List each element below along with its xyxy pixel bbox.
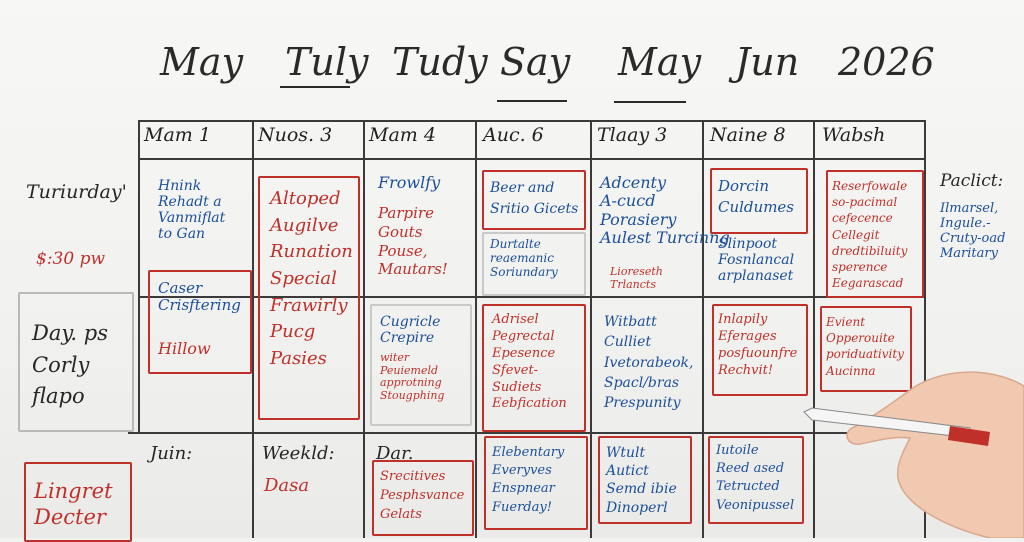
cell-note: Adcenty A-cucd Porasiery Aulest Turcinng <box>600 173 730 248</box>
grid-line-header <box>138 158 924 160</box>
note-box <box>372 460 474 536</box>
note-box <box>148 270 252 374</box>
grid-line-v7 <box>924 120 926 538</box>
cell-note: Reserfowale so-pacimal cefecence Cellegi… <box>832 179 908 291</box>
note-box <box>708 436 804 524</box>
underline <box>614 101 686 103</box>
note-box <box>482 232 586 296</box>
note-box <box>598 436 692 524</box>
title-word-6: Jun <box>735 40 800 84</box>
underline <box>280 86 350 88</box>
cell-note: Hnink Rehadt a Vanmiflat to Gan <box>158 178 226 243</box>
cell-note: Durtalte reaemanic Soriundary <box>490 237 558 279</box>
note-box <box>482 170 586 230</box>
row-label: Weekld: <box>262 443 335 464</box>
left-note: Day. ps Corly flapo <box>32 321 109 408</box>
title-word-4: Say <box>500 40 571 84</box>
underline <box>497 100 567 102</box>
cell-note: Dasa <box>264 475 310 496</box>
right-label: Paclict: <box>940 171 1004 191</box>
column-header: Mam 4 <box>369 124 436 146</box>
note-box <box>482 304 586 432</box>
grid-line-row2 <box>128 432 924 434</box>
cell-note: Elebentary Everyves Enspnear Fuerday! <box>492 445 565 515</box>
grid-line-top <box>138 120 924 122</box>
grid-line-v4 <box>590 120 592 538</box>
column-header: Tlaay 3 <box>597 124 668 146</box>
cell-note: Frowlfy <box>378 173 441 192</box>
cell-note: Inlapily Eferages posfuounfre Rechvit! <box>718 312 798 378</box>
grid-line-v0 <box>138 120 140 432</box>
cell-note: Slinpoot Fosnlancal arplanaset <box>718 236 795 285</box>
column-header: Naine 8 <box>710 124 786 146</box>
note-box <box>258 176 360 420</box>
note-box <box>370 304 472 426</box>
note-box <box>712 304 808 396</box>
cell-note: Evient Opperouite poriduativity Aucinna <box>826 315 904 378</box>
left-note-red: Lingret Decter <box>34 479 113 530</box>
marker-cap-icon <box>948 426 990 446</box>
grid-line-row1 <box>138 296 924 298</box>
title-word-3: Tudy <box>392 40 488 84</box>
title-word-2: Tuly <box>285 40 369 84</box>
cell-note: Lioreseth Trlancts <box>610 265 663 291</box>
note-box <box>826 170 924 298</box>
cell-note: Srecitives Pesphsvance Gelats <box>380 469 465 522</box>
grid-line-v5 <box>702 120 704 538</box>
cell-note: Cugricle Crepire <box>380 314 441 347</box>
cell-note: Hillow <box>158 339 211 358</box>
note-box <box>484 436 588 530</box>
grid-line-v1 <box>252 120 254 538</box>
time-label: $:30 pw <box>36 249 106 269</box>
cell-note: Caser Crisftering <box>158 279 241 315</box>
note-box <box>710 168 808 234</box>
cell-note: Parpire Gouts Pouse, Mautars! <box>378 204 448 279</box>
cell-note: Iutoile Reed ased Tetructed Veonipussel <box>716 443 795 513</box>
row-label: Dar. <box>376 443 414 464</box>
column-header: Nuos. 3 <box>258 124 333 146</box>
cell-note: Beer and Sritio Gicets <box>490 180 579 217</box>
column-header: Auc. 6 <box>483 124 544 146</box>
cell-note: witer Peuiemeld approtning Stougphing <box>380 351 445 402</box>
right-note: Ilmarsel, Ingule.- Cruty-oad Maritary <box>940 201 1006 261</box>
day-label: Turiurday' <box>26 181 127 203</box>
grid-line-v6 <box>813 120 815 538</box>
grid-line-v2 <box>363 120 365 538</box>
cell-note: Witbatt Culliet Ivetorabeok, Spacl/bras … <box>604 314 694 412</box>
grid-line-v3 <box>475 120 477 538</box>
hand-icon <box>846 371 1024 538</box>
cell-note: Altoped Augilve Runation Special Frawirl… <box>270 188 353 369</box>
title-word-7: 2026 <box>838 40 935 84</box>
note-box <box>820 306 912 392</box>
hand-with-marker <box>803 371 1024 538</box>
row-label: Juin: <box>150 443 193 464</box>
cell-note: Wtult Autict Semd ibie Dinoperl <box>606 445 677 516</box>
title-word-5: May <box>618 40 702 84</box>
note-box <box>18 292 134 432</box>
cell-note: Adrisel Pegrectal Epesence Sfevet- Sudie… <box>492 312 567 412</box>
column-header: Wabsh <box>822 124 886 146</box>
cell-note: Dorcin Culdumes <box>718 177 794 216</box>
title-word-1: May <box>160 40 244 84</box>
column-header: Mam 1 <box>144 124 211 146</box>
